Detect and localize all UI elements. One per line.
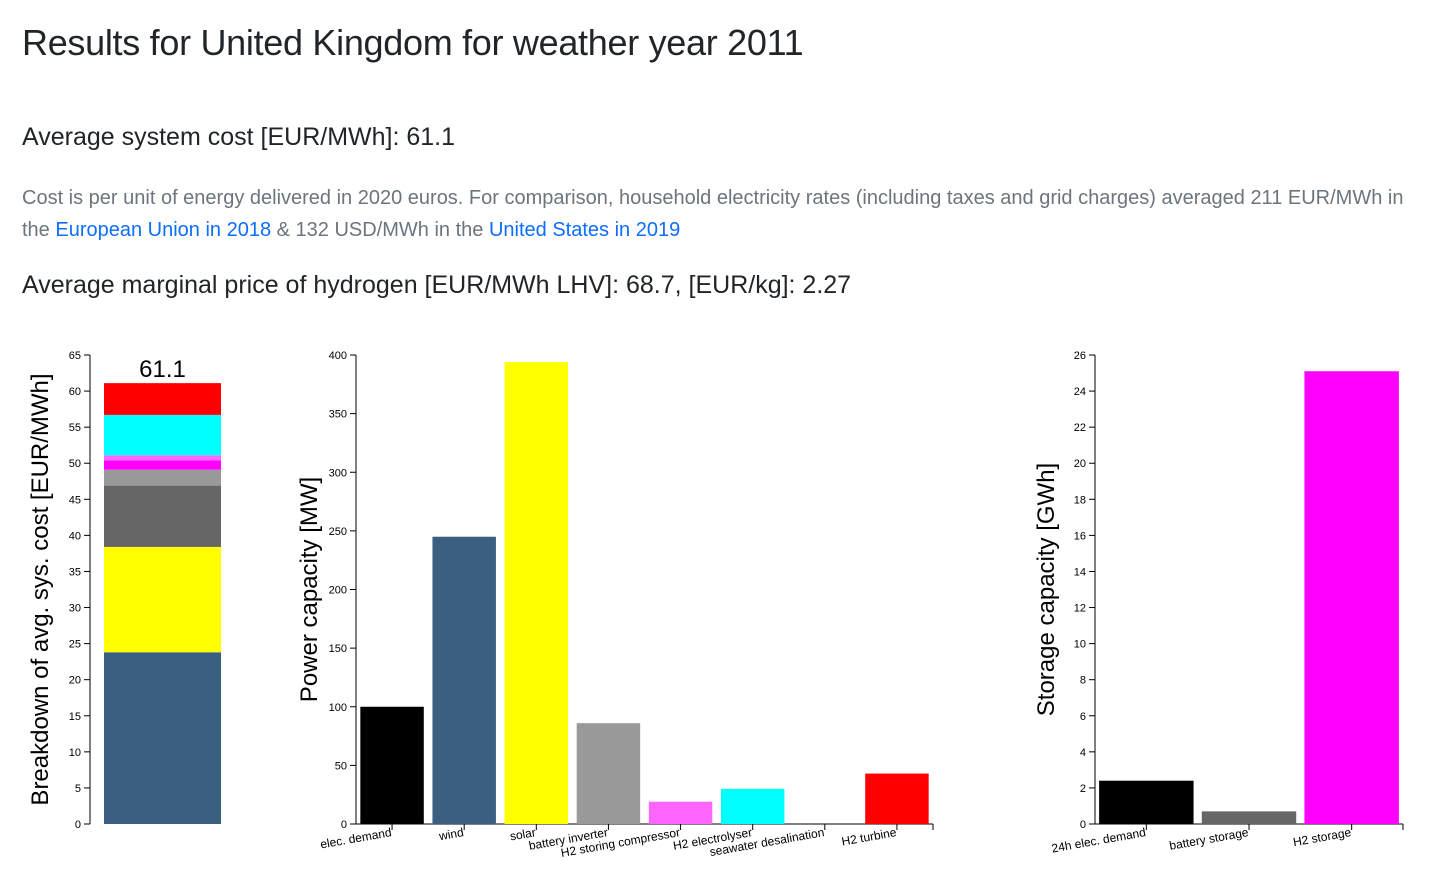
cost-breakdown-chart: 0 5 10 15 20 25 30 35 40 45 50 55 60 65 Breakdown of a…: [27, 350, 221, 831]
us-2019-link[interactable]: United States in 2019: [488, 219, 681, 241]
power-bar: [432, 536, 496, 824]
storage-y-tick-label: 2: [1080, 783, 1086, 795]
power-y-tick-label: 350: [329, 409, 347, 421]
power-x-tick-label: H2 turbine: [840, 825, 897, 848]
power-bar: [504, 362, 569, 824]
storage-bar: [1201, 811, 1297, 824]
cost-y-tick-label: 55: [69, 422, 81, 434]
cost-segment: [104, 414, 221, 456]
power-capacity-chart: 0 50 100 150 200 250 300 350 400 Power capacity […: [296, 350, 934, 860]
power-bar: [865, 773, 929, 824]
power-y-tick-label: 0: [341, 819, 347, 831]
cost-y-tick-label: 15: [69, 711, 81, 723]
cost-segment: [104, 383, 221, 415]
eu-2018-link[interactable]: European Union in 2018: [55, 219, 272, 241]
power-bar: [576, 723, 641, 824]
cost-segment: [104, 485, 221, 547]
storage-y-tick-label: 22: [1074, 422, 1086, 434]
cost-segment: [104, 546, 221, 653]
power-x-tick-label: solar: [509, 825, 537, 843]
cost-y-tick-label: 40: [69, 530, 81, 542]
power-bar: [648, 801, 713, 824]
cost-segment: [104, 460, 221, 470]
power-y-tick-label: 200: [329, 585, 347, 597]
cost-segment: [104, 469, 221, 486]
storage-x-tick-label: battery storage: [1168, 825, 1250, 853]
storage-bar: [1304, 371, 1399, 824]
storage-y-tick-label: 10: [1074, 639, 1086, 651]
cost-y-tick-label: 60: [69, 386, 81, 398]
cost-segment: [104, 455, 221, 461]
hydrogen-price: Average marginal price of hydrogen [EUR/…: [22, 271, 852, 299]
cost-y-tick-label: 35: [69, 566, 81, 578]
power-y-tick-label: 50: [335, 760, 347, 772]
storage-y-tick-label: 0: [1080, 819, 1086, 831]
cost-y-tick-label: 0: [75, 819, 81, 831]
cost-y-tick-label: 10: [69, 747, 81, 759]
note-text-1: Cost is per unit of energy delivered in …: [22, 187, 1404, 209]
storage-y-tick-label: 14: [1074, 566, 1086, 578]
power-x-tick-label: wind: [437, 825, 465, 843]
power-x-tick-label: elec. demand: [319, 825, 392, 851]
power-y-tick-label: 250: [329, 526, 347, 538]
storage-x-tick-label: H2 storage: [1292, 825, 1353, 849]
power-bar: [360, 706, 424, 824]
cost-y-tick-label: 30: [69, 603, 81, 615]
storage-y-tick-label: 24: [1074, 386, 1086, 398]
storage-y-tick-label: 20: [1074, 458, 1086, 470]
page-title: Results for United Kingdom for weather y…: [22, 22, 804, 63]
cost-segment: [104, 652, 221, 824]
note-text-3: & 132 USD/MWh in the: [271, 219, 489, 241]
note-text-2: the: [22, 219, 56, 241]
average-system-cost: Average system cost [EUR/MWh]: 61.1: [22, 123, 456, 151]
storage-y-tick-label: 12: [1074, 603, 1086, 615]
cost-y-axis-label: Breakdown of avg. sys. cost [EUR/MWh]: [27, 373, 54, 805]
cost-y-tick-label: 25: [69, 639, 81, 651]
storage-y-tick-label: 26: [1074, 350, 1086, 362]
cost-y-tick-label: 45: [69, 494, 81, 506]
storage-y-tick-label: 8: [1080, 675, 1086, 687]
power-y-tick-label: 150: [329, 643, 347, 655]
power-y-tick-label: 400: [329, 350, 347, 362]
cost-y-tick-label: 50: [69, 458, 81, 470]
cost-y-tick-label: 5: [75, 783, 81, 795]
storage-bar: [1099, 780, 1194, 824]
power-bar: [720, 788, 785, 824]
power-y-tick-label: 100: [329, 702, 347, 714]
storage-y-tick-label: 16: [1074, 530, 1086, 542]
power-y-tick-label: 300: [329, 467, 347, 479]
cost-note: Cost is per unit of energy delivered in …: [22, 182, 1456, 246]
storage-y-axis-label: Storage capacity [GWh]: [1033, 463, 1060, 716]
storage-y-tick-label: 18: [1074, 494, 1086, 506]
power-y-axis-label: Power capacity [MW]: [296, 477, 323, 702]
cost-total-label: 61.1: [139, 356, 186, 383]
cost-y-tick-label: 65: [69, 350, 81, 362]
storage-x-tick-label: 24h elec. demand: [1050, 825, 1146, 855]
storage-y-tick-label: 4: [1080, 747, 1086, 759]
storage-y-tick-label: 6: [1080, 711, 1086, 723]
cost-y-tick-label: 20: [69, 675, 81, 687]
